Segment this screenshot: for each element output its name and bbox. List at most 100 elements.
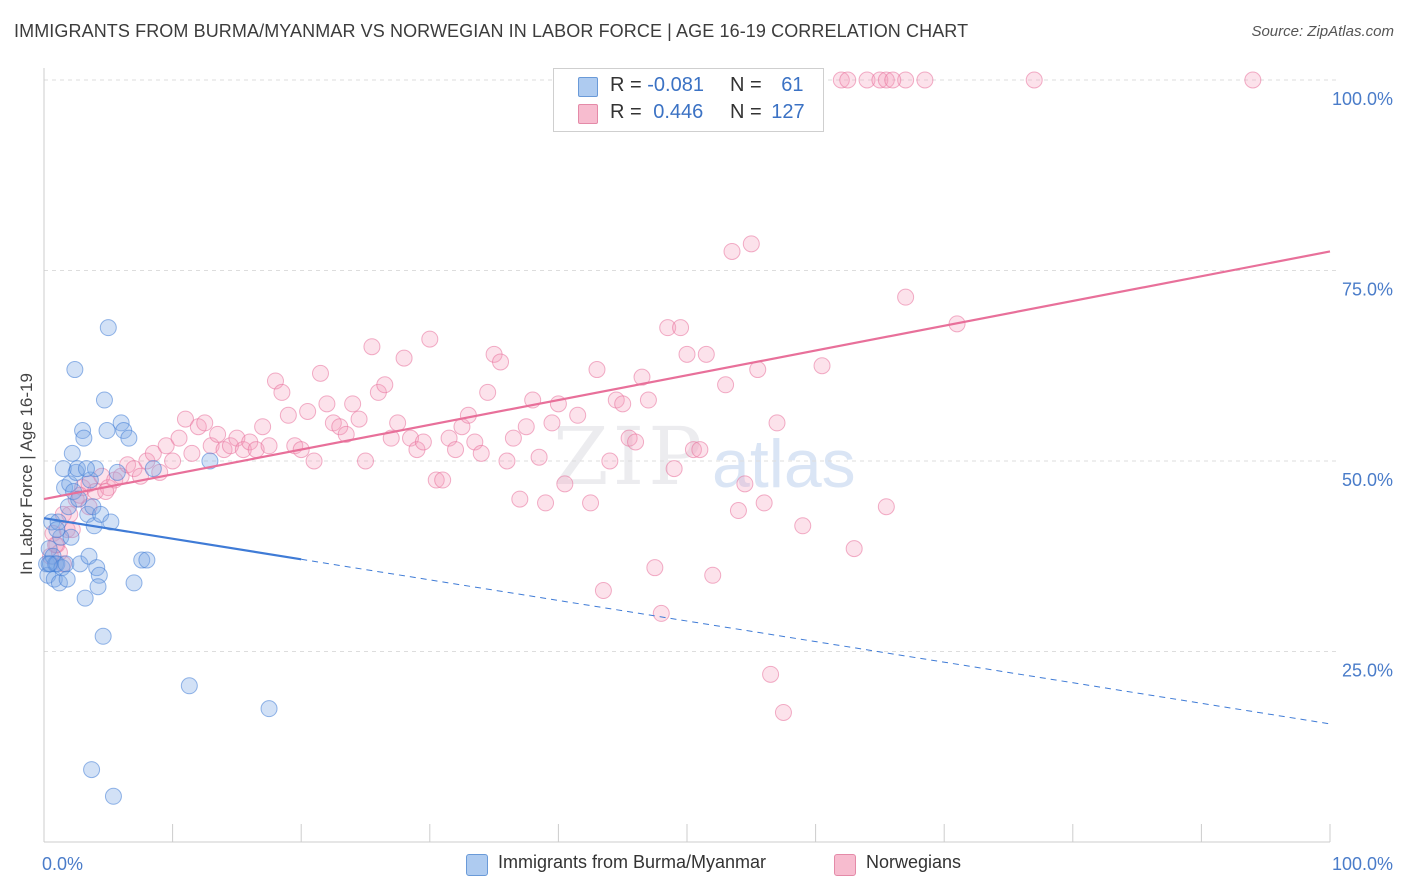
point-norwegian [697,345,715,363]
point-norwegian [427,471,445,489]
point-norwegian [543,414,561,432]
legend-r-value-burma: -0.081 [647,74,704,96]
point-burma [58,570,76,588]
x-tick-label-max: 100.0% [1332,854,1393,874]
point-burma [77,460,95,478]
point-burma [75,429,93,447]
point-norwegian [877,498,895,516]
point-burma [95,391,113,409]
point-norwegian [144,444,162,462]
point-norwegian [813,357,831,375]
legend-n-label: N = [730,74,762,96]
stats-legend: R = -0.081 N = 61 R = 0.446 N = 127 [553,68,824,132]
point-norwegian [832,71,850,89]
point-norwegian [665,460,683,478]
point-norwegian [157,437,175,455]
point-norwegian [794,517,812,535]
point-burma [108,463,126,481]
legend-n-value-burma: 61 [781,74,804,96]
point-norwegian [447,441,465,459]
point-norwegian [279,406,297,424]
point-norwegian [871,71,889,89]
point-burma [260,700,278,718]
point-norwegian [1244,71,1262,89]
point-norwegian [376,376,394,394]
point-burma [70,490,88,508]
point-norwegian [479,383,497,401]
point-burma [125,574,143,592]
point-norwegian [504,429,522,447]
point-norwegian [511,490,529,508]
source-label: Source: ZipAtlas.com [1251,23,1394,40]
point-norwegian [762,665,780,683]
trend-line-norwegian [43,250,1331,501]
point-burma [99,319,117,337]
point-norwegian [434,471,452,489]
point-norwegian [318,395,336,413]
y-tick-label: 100.0% [1332,89,1393,109]
point-norwegian [357,452,374,470]
point-norwegian [363,338,381,356]
point-norwegian [395,349,413,367]
point-norwegian [646,559,664,577]
point-norwegian [736,475,754,493]
point-norwegian [196,414,214,432]
point-burma [57,555,75,573]
y-tick-label: 25.0% [1342,661,1393,681]
point-norwegian [877,71,895,89]
point-norwegian [176,410,194,428]
point-norwegian [582,494,600,512]
y-tick-label: 75.0% [1342,280,1393,300]
point-norwegian [755,494,773,512]
point-norwegian [916,71,934,89]
point-norwegian [569,406,587,424]
point-norwegian [273,383,291,401]
point-norwegian [517,418,535,436]
point-burma [40,555,58,573]
point-norwegian [537,494,555,512]
point-burma [48,521,66,539]
point-norwegian [588,361,606,379]
legend-swatch-norwegian [578,104,598,124]
legend-r-value-norwegian: 0.446 [653,101,704,123]
point-norwegian [858,71,876,89]
watermark-zip: ZIP [553,410,707,503]
point-burma [94,627,112,645]
point-norwegian [729,502,747,520]
point-burma [201,452,219,470]
point-burma [98,422,116,440]
point-norwegian [530,448,548,466]
y-tick-label: 50.0% [1342,470,1393,490]
point-norwegian [498,452,516,470]
point-norwegian [170,429,188,447]
point-norwegian [389,414,407,432]
point-burma [133,551,151,569]
point-norwegian [672,319,690,337]
point-norwegian [884,71,902,89]
legend-swatch-burma [578,77,598,97]
point-norwegian [601,452,619,470]
point-norwegian [897,71,915,89]
trend-line-burma-extrapolated [301,558,1331,725]
point-norwegian [839,71,857,89]
watermark-atlas: atlas [712,426,856,502]
bottom-legend-label-burma: Immigrants from Burma/Myanmar [498,852,767,872]
point-burma [62,528,80,546]
point-burma [54,460,72,478]
point-norwegian [209,425,227,443]
point-norwegian [164,452,182,470]
point-norwegian [350,410,368,428]
point-norwegian [311,364,329,382]
point-burma [104,787,122,805]
point-norwegian [768,414,786,432]
point-norwegian [183,444,201,462]
point-norwegian [1025,71,1043,89]
point-norwegian [382,429,400,447]
point-norwegian [684,441,702,459]
point-burma [144,460,162,478]
point-burma [40,540,58,558]
point-norwegian [254,418,272,436]
point-norwegian [723,242,741,260]
point-burma [52,528,70,546]
